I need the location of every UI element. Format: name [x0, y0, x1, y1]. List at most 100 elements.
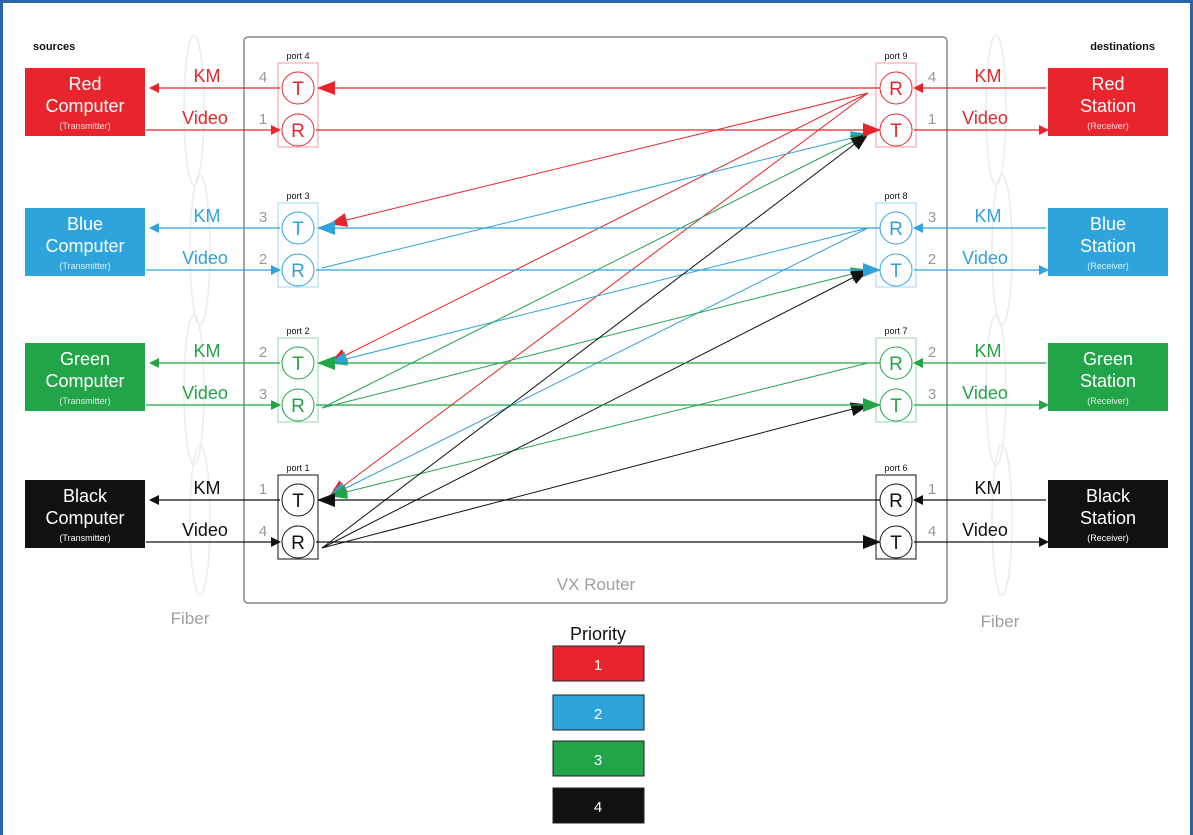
destination-green-role: (Receiver) [1087, 396, 1129, 406]
source-black-km-label: KM [194, 478, 221, 498]
destination-blue-port-r-letter: R [889, 219, 903, 240]
route-black-video-to-port7 [321, 402, 869, 549]
source-black-video-priority: 4 [259, 523, 267, 540]
destination-red-station-box [1048, 68, 1168, 136]
source-red-port-t-letter: T [292, 79, 304, 100]
source-green-port-t-circle [281, 346, 315, 380]
fiber-decoration-right [985, 34, 1013, 596]
fiber-decoration-left [183, 34, 211, 596]
source-blue-port-t-letter: T [292, 219, 304, 240]
priority-level-4: 4 [594, 799, 602, 816]
source-black-name-line1: Black [63, 486, 108, 506]
route-green-video-to-port8 [321, 267, 869, 409]
source-green-port-t-letter: T [292, 354, 304, 375]
route-black-video-to-port9 [321, 133, 869, 549]
destination-green-name-line1: Green [1083, 349, 1133, 369]
source-blue-km-priority: 3 [259, 209, 267, 226]
source-red-port-box [277, 62, 319, 148]
source-black-video-label: Video [182, 520, 228, 540]
route-blue-km-to-port2 [329, 227, 869, 366]
destination-black-port-r-letter: R [889, 491, 903, 512]
destination-blue-km-label: KM [975, 206, 1002, 226]
source-blue-name-line2: Computer [45, 236, 124, 256]
source-black-port-r-letter: R [291, 533, 305, 554]
source-black-name-line2: Computer [45, 508, 124, 528]
source-red-port-r-circle [281, 113, 315, 147]
destination-red-port-box [875, 62, 917, 148]
source-green-km-label: KM [194, 341, 221, 361]
source-blue-port-label: port 3 [286, 191, 309, 201]
destination-red-video-priority: 1 [928, 111, 936, 128]
destination-black-name-line1: Black [1086, 486, 1131, 506]
source-red-port-label: port 4 [286, 51, 309, 61]
source-black-km-priority: 1 [259, 481, 267, 498]
destination-red-role: (Receiver) [1087, 121, 1129, 131]
source-green-port-label: port 2 [286, 326, 309, 336]
source-blue-km-label: KM [194, 206, 221, 226]
route-black-video-to-port8 [321, 269, 869, 549]
destination-red-port-r-letter: R [889, 79, 903, 100]
priority-level-1: 1 [594, 657, 602, 674]
destination-red-port-t-circle [879, 113, 913, 147]
source-blue-name-line1: Blue [67, 214, 103, 234]
priority-title: Priority [570, 624, 626, 644]
source-blue-computer-box [25, 208, 145, 276]
source-green-name-line2: Computer [45, 371, 124, 391]
destination-blue-port-box [875, 202, 917, 288]
destination-blue-name-line1: Blue [1090, 214, 1126, 234]
source-blue-video-priority: 2 [259, 251, 267, 268]
destination-green-port-t-letter: T [890, 396, 902, 417]
priority-level-2: 2 [594, 706, 602, 723]
source-red-port-r-letter: R [291, 121, 305, 142]
fiber-label-left: Fiber [171, 609, 210, 628]
source-red-role: (Transmitter) [59, 121, 110, 131]
source-black-port-box [277, 474, 319, 560]
source-green-computer-box [25, 343, 145, 411]
destination-green-video-label: Video [962, 383, 1008, 403]
source-green-video-label: Video [182, 383, 228, 403]
destination-blue-name-line2: Station [1080, 236, 1136, 256]
source-black-port-t-circle [281, 483, 315, 517]
route-red-km-to-port3 [329, 92, 869, 227]
destination-black-port-box [875, 474, 917, 560]
destination-red-video-label: Video [962, 108, 1008, 128]
destination-blue-port-r-circle [879, 211, 913, 245]
destination-blue-station-box [1048, 208, 1168, 276]
source-green-km-priority: 2 [259, 344, 267, 361]
source-black-port-t-letter: T [292, 491, 304, 512]
destination-green-port-r-circle [879, 346, 913, 380]
destination-blue-port-label: port 8 [884, 191, 907, 201]
source-red-computer-box [25, 68, 145, 136]
destination-red-port-t-letter: T [890, 121, 902, 142]
route-blue-video-to-port9 [321, 131, 869, 269]
destination-green-name-line2: Station [1080, 371, 1136, 391]
route-green-video-to-port9 [321, 133, 869, 409]
route-red-km-to-port1 [329, 92, 869, 497]
router-label: VX Router [557, 575, 636, 594]
priority-swatch-4 [552, 787, 645, 824]
destination-black-station-box [1048, 480, 1168, 548]
destination-black-km-label: KM [975, 478, 1002, 498]
destination-black-km-priority: 1 [928, 481, 936, 498]
source-blue-port-t-circle [281, 211, 315, 245]
destination-green-station-box [1048, 343, 1168, 411]
source-blue-port-r-letter: R [291, 261, 305, 282]
priority-swatch-3 [552, 740, 645, 777]
destination-green-port-box [875, 337, 917, 423]
source-red-port-t-circle [281, 71, 315, 105]
destination-black-port-r-circle [879, 483, 913, 517]
source-red-km-priority: 4 [259, 69, 267, 86]
sources-header: sources [33, 41, 75, 53]
destination-green-km-priority: 2 [928, 344, 936, 361]
destination-green-video-priority: 3 [928, 386, 936, 403]
source-red-video-label: Video [182, 108, 228, 128]
destination-blue-km-priority: 3 [928, 209, 936, 226]
destination-red-name-line2: Station [1080, 96, 1136, 116]
route-blue-km-to-port1 [329, 227, 869, 497]
destination-red-name-line1: Red [1091, 74, 1124, 94]
priority-swatch-1 [552, 645, 645, 682]
source-green-name-line1: Green [60, 349, 110, 369]
source-blue-port-r-circle [281, 253, 315, 287]
